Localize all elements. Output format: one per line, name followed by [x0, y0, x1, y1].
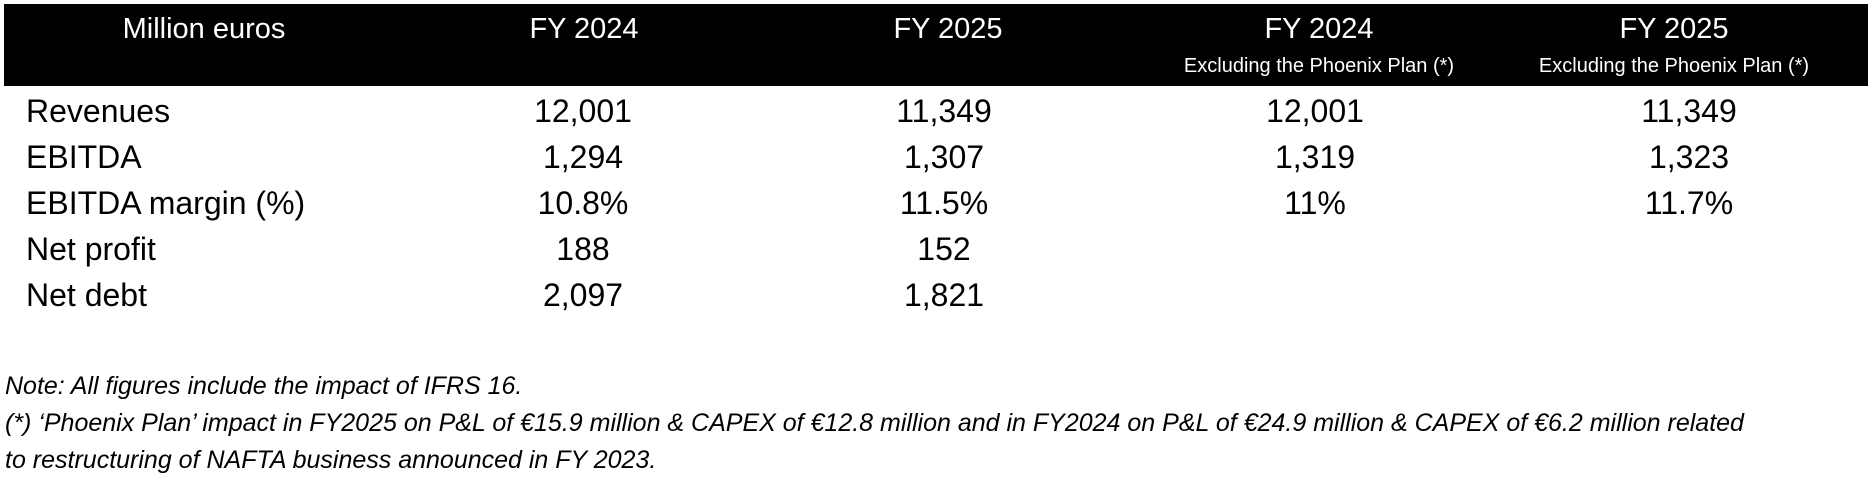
footnote: Note: All figures include the impact of …	[5, 372, 523, 400]
table-cell: 12,001	[534, 93, 632, 129]
footnote: to restructuring of NAFTA business annou…	[5, 446, 657, 474]
table-cell: 11.7%	[1644, 185, 1734, 221]
column-header-sublabel: Excluding the Phoenix Plan (*)	[1538, 55, 1810, 77]
table-cell: 1,323	[1648, 139, 1730, 175]
column-header: FY 2025 Excluding the Phoenix Plan (*)	[1474, 4, 1873, 86]
table-cell: 152	[917, 231, 971, 267]
row-label: EBITDA margin (%)	[26, 185, 306, 221]
column-header-sublabel: Excluding the Phoenix Plan (*)	[1183, 55, 1455, 77]
table-cell: 2,097	[542, 277, 624, 313]
row-label: Revenues	[26, 93, 171, 129]
column-header: FY 2025	[728, 4, 1168, 86]
column-header: FY 2024	[364, 4, 804, 86]
table-cell: 11,349	[896, 93, 992, 129]
row-label: Net profit	[26, 231, 156, 267]
table-cell: 1,307	[903, 139, 985, 175]
table-cell: 10.8%	[537, 185, 629, 221]
table-cell: 188	[556, 231, 610, 267]
column-header-label: FY 2025	[893, 13, 1003, 45]
column-header-label: FY 2024	[1264, 13, 1374, 45]
column-header-label: Million euros	[122, 13, 286, 45]
footnote: (*) ‘Phoenix Plan’ impact in FY2025 on P…	[5, 409, 1744, 437]
table-row: Net debt 2,097 1,821	[0, 272, 1873, 318]
row-label: EBITDA	[26, 139, 142, 175]
table-header: Million euros FY 2024 FY 2025 FY 2024 Ex…	[4, 4, 1868, 86]
column-header: FY 2024 Excluding the Phoenix Plan (*)	[1099, 4, 1539, 86]
row-label: Net debt	[26, 277, 147, 313]
table-cell: 1,319	[1274, 139, 1356, 175]
table-row: EBITDA margin (%) 10.8% 11.5% 11% 11.7%	[0, 180, 1873, 226]
table-row: EBITDA 1,294 1,307 1,319 1,323	[0, 134, 1873, 180]
table-cell: 11.5%	[899, 185, 989, 221]
column-header: Million euros	[24, 4, 384, 86]
table-cell: 1,294	[542, 139, 624, 175]
column-header-label: FY 2024	[529, 13, 639, 45]
table-cell: 12,001	[1266, 93, 1364, 129]
table-cell: 1,821	[903, 277, 985, 313]
table-cell: 11%	[1284, 185, 1346, 221]
table-row: Net profit 188 152	[0, 226, 1873, 272]
column-header-label: FY 2025	[1619, 13, 1729, 45]
table-row: Revenues 12,001 11,349 12,001 11,349	[0, 88, 1873, 134]
table-cell: 11,349	[1641, 93, 1737, 129]
